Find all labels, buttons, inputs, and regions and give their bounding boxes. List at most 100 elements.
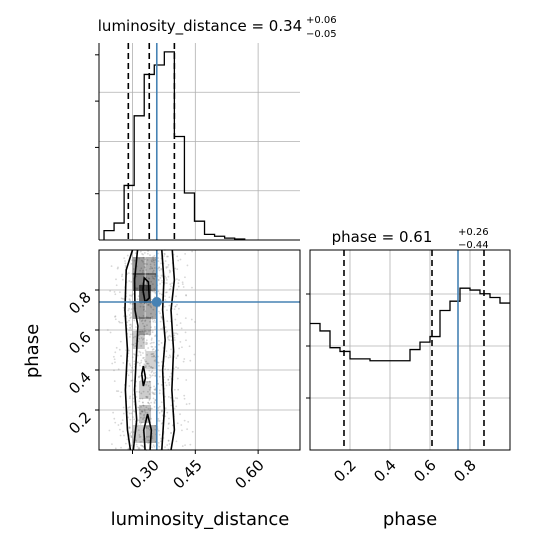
scatter-point <box>145 383 148 386</box>
scatter-point <box>129 299 131 302</box>
scatter-point <box>144 262 147 265</box>
scatter-point <box>166 255 168 258</box>
scatter-point <box>146 263 149 266</box>
scatter-point <box>128 426 131 429</box>
scatter-point <box>127 309 130 312</box>
scatter-point <box>140 392 143 395</box>
scatter-point <box>148 386 151 389</box>
scatter-point <box>154 388 157 391</box>
scatter-point <box>181 283 184 285</box>
scatter-point <box>130 434 133 437</box>
scatter-point <box>170 335 172 338</box>
scatter-point <box>168 296 171 299</box>
scatter-point <box>144 320 146 322</box>
scatter-point <box>154 328 157 330</box>
scatter-point <box>146 259 149 261</box>
scatter-point <box>158 433 161 436</box>
contour-line <box>142 276 151 304</box>
scatter-point <box>143 308 146 310</box>
scatter-point <box>157 383 160 385</box>
scatter-point <box>165 266 168 268</box>
scatter-point <box>147 425 150 428</box>
scatter-point <box>177 367 179 369</box>
scatter-point <box>132 431 135 434</box>
scatter-point <box>124 262 127 265</box>
scatter-point <box>138 375 140 378</box>
scatter-point <box>153 388 156 391</box>
scatter-point <box>169 396 172 399</box>
scatter-point <box>185 339 187 342</box>
scatter-point <box>131 366 133 369</box>
scatter-point <box>142 401 144 404</box>
scatter-point <box>140 421 143 424</box>
scatter-point <box>158 420 161 422</box>
x-axis-label-lum: luminosity_distance <box>111 509 290 530</box>
lum-title: luminosity_distance = 0.34 <box>98 17 302 36</box>
scatter-point <box>164 275 166 278</box>
density-cell <box>145 351 158 369</box>
scatter-point <box>153 402 156 404</box>
scatter-point <box>150 401 153 404</box>
scatter-point <box>127 374 130 377</box>
scatter-point <box>108 429 111 432</box>
scatter-point <box>145 339 148 342</box>
scatter-point <box>106 329 109 331</box>
scatter-point <box>157 278 160 281</box>
scatter-point <box>141 319 144 322</box>
scatter-point <box>142 357 144 359</box>
scatter-point <box>132 353 135 355</box>
scatter-point <box>175 295 177 298</box>
scatter-point <box>148 435 151 438</box>
scatter-point <box>134 252 137 255</box>
scatter-point <box>114 315 117 318</box>
scatter-point <box>158 340 160 342</box>
scatter-point <box>160 401 163 404</box>
scatter-point <box>157 409 160 412</box>
scatter-point <box>129 418 132 421</box>
scatter-point <box>146 342 149 344</box>
scatter-point <box>144 366 147 369</box>
scatter-point <box>131 343 134 346</box>
scatter-point <box>159 369 161 372</box>
scatter-point <box>154 359 157 361</box>
scatter-point <box>151 275 154 278</box>
scatter-point <box>174 397 177 399</box>
scatter-point <box>158 310 160 313</box>
scatter-point <box>143 262 146 265</box>
scatter-point <box>149 254 151 257</box>
scatter-point <box>122 406 125 409</box>
scatter-point <box>137 447 140 450</box>
lum-hist-panel <box>95 43 300 241</box>
scatter-point <box>136 287 138 290</box>
scatter-point <box>133 360 136 363</box>
scatter-point <box>130 262 133 265</box>
scatter-point <box>168 381 171 384</box>
scatter-point <box>152 392 155 394</box>
scatter-point <box>142 341 145 344</box>
scatter-point <box>174 305 177 308</box>
scatter-point <box>179 413 181 416</box>
scatter-point <box>138 391 141 393</box>
scatter-point <box>141 252 143 255</box>
scatter-point <box>139 269 142 272</box>
scatter-point <box>145 341 147 344</box>
scatter-point <box>142 256 145 259</box>
scatter-point <box>111 443 113 445</box>
scatter-point <box>139 412 142 415</box>
scatter-point <box>115 278 117 281</box>
scatter-point <box>134 342 137 345</box>
scatter-point <box>136 287 139 290</box>
scatter-point <box>174 318 177 321</box>
scatter-point <box>164 368 167 371</box>
scatter-point <box>137 406 140 409</box>
scatter-point <box>151 283 154 286</box>
scatter-point <box>153 261 156 264</box>
scatter-point <box>113 417 116 420</box>
y-axis-label-phase: phase <box>22 324 43 378</box>
scatter-point <box>150 366 153 368</box>
scatter-point <box>139 441 142 443</box>
scatter-point <box>143 364 146 367</box>
scatter-point <box>133 400 135 403</box>
scatter-point <box>166 330 168 333</box>
scatter-point <box>148 374 151 376</box>
